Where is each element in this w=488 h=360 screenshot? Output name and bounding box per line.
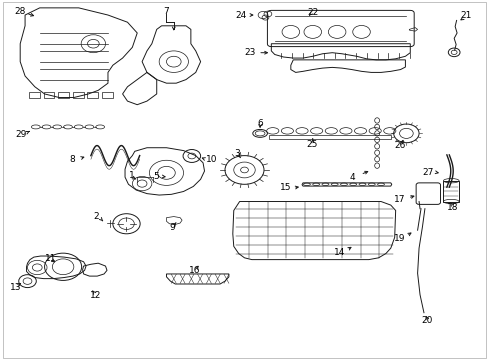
- Text: 26: 26: [394, 141, 406, 150]
- Text: 20: 20: [421, 316, 432, 325]
- Text: 16: 16: [189, 266, 200, 275]
- Text: 14: 14: [333, 248, 345, 257]
- Bar: [29, 92, 40, 98]
- Text: 21: 21: [460, 11, 471, 20]
- Text: 11: 11: [44, 255, 56, 264]
- Text: 1: 1: [128, 171, 134, 180]
- Text: 3: 3: [234, 149, 240, 158]
- Text: 17: 17: [393, 195, 405, 204]
- Bar: [73, 92, 83, 98]
- Text: 12: 12: [90, 291, 101, 300]
- Text: 4: 4: [349, 173, 355, 182]
- Text: 2: 2: [93, 212, 99, 221]
- Bar: [87, 92, 98, 98]
- Text: 13: 13: [10, 283, 21, 292]
- Text: 6: 6: [257, 119, 263, 128]
- Text: 19: 19: [393, 234, 405, 243]
- Text: 18: 18: [447, 203, 458, 212]
- Bar: [58, 92, 69, 98]
- Text: 10: 10: [205, 155, 217, 164]
- Text: 27: 27: [422, 168, 433, 177]
- Text: 29: 29: [16, 130, 27, 139]
- Text: 24: 24: [235, 10, 246, 19]
- Bar: [43, 92, 54, 98]
- Bar: [443, 181, 458, 202]
- Text: 25: 25: [305, 140, 317, 149]
- Text: 5: 5: [153, 172, 158, 181]
- Bar: [102, 92, 113, 98]
- Text: 7: 7: [163, 7, 169, 16]
- Text: 15: 15: [280, 183, 291, 192]
- Text: 9: 9: [169, 223, 175, 232]
- Text: 8: 8: [69, 155, 75, 164]
- Text: 23: 23: [244, 48, 256, 57]
- Text: 22: 22: [306, 8, 318, 17]
- Text: 28: 28: [15, 7, 26, 16]
